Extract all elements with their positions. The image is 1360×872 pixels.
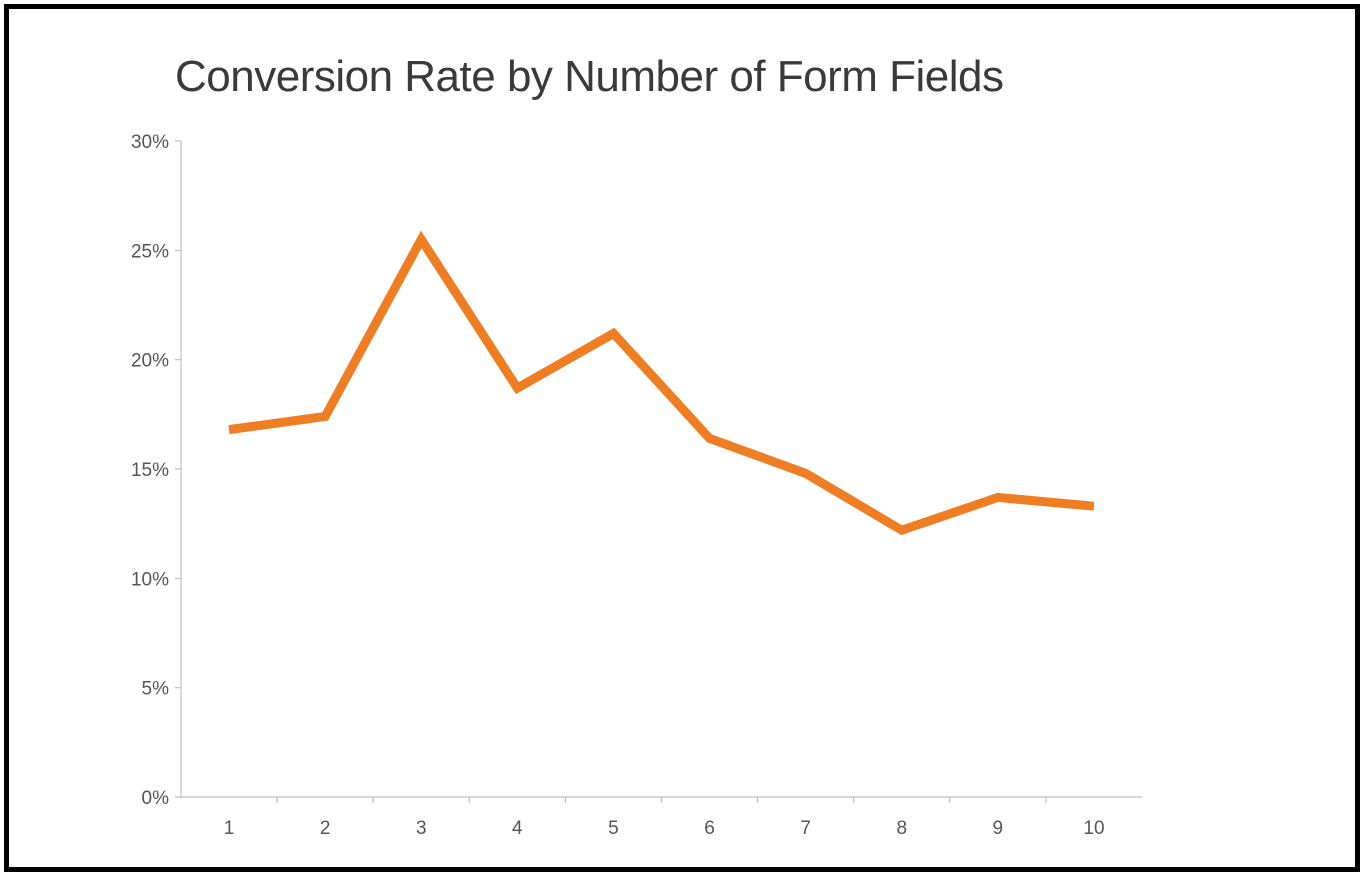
data-point [709, 437, 711, 439]
chart-canvas: Conversion Rate by Number of Form Fields… [131, 52, 1142, 839]
y-tick-label: 10% [131, 569, 169, 590]
x-tick-label: 5 [608, 818, 619, 839]
data-point [901, 529, 903, 531]
data-point [420, 238, 422, 240]
chart-title: Conversion Rate by Number of Form Fields [175, 52, 1004, 101]
series-layer [228, 230, 1095, 536]
series-line [228, 230, 1095, 536]
y-tick-label: 25% [131, 241, 169, 262]
data-point [805, 472, 807, 474]
x-tick-label: 9 [993, 818, 1004, 839]
data-point [324, 416, 326, 418]
x-tick-label: 6 [704, 818, 715, 839]
y-tick-label: 5% [142, 679, 170, 700]
x-tick-label: 7 [800, 818, 811, 839]
data-point [1093, 505, 1095, 507]
x-tick-label: 2 [320, 818, 331, 839]
y-tick-label: 20% [131, 351, 169, 372]
y-tick-label: 0% [142, 788, 170, 809]
x-axis-ticks: 1 2 3 4 5 6 7 8 9 10 [224, 797, 1105, 839]
x-tick-label: 1 [224, 818, 235, 839]
x-tick-label: 4 [512, 818, 523, 839]
y-tick-label: 30% [131, 132, 169, 153]
chart-axes [180, 141, 1142, 798]
x-tick-label: 8 [896, 818, 907, 839]
data-point [997, 496, 999, 498]
data-point [228, 429, 230, 431]
data-point [612, 332, 614, 334]
y-tick-label: 15% [131, 460, 169, 481]
x-tick-label: 3 [416, 818, 427, 839]
chart-frame: Conversion Rate by Number of Form Fields… [4, 4, 1360, 872]
y-axis-ticks: 0% 5% 10% 15% 20% 25% 30% [131, 132, 181, 809]
data-point [516, 387, 518, 389]
x-tick-label: 10 [1083, 818, 1104, 839]
